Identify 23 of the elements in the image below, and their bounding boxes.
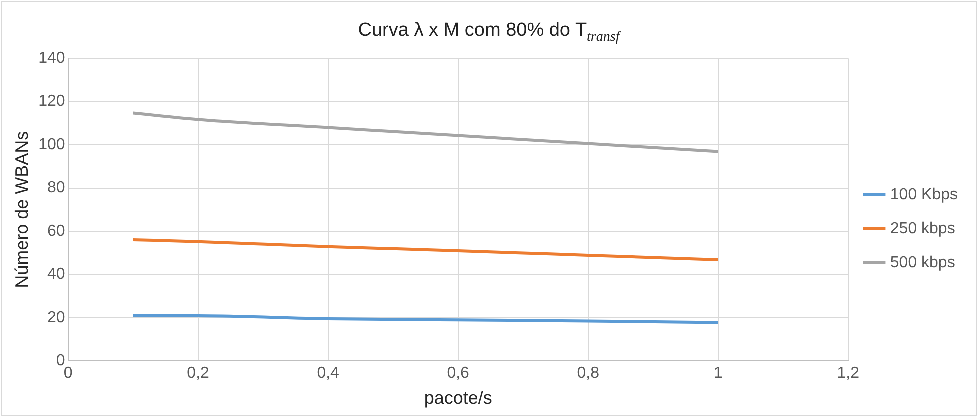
y-axis-title: Número de WBANs [12,131,32,288]
legend-label: 500 kbps [890,254,956,272]
line-series [132,112,720,154]
line-series [132,314,720,324]
y-tick-label: 40 [48,266,66,284]
y-tick-label: 60 [48,222,66,240]
x-tick-label: 1,2 [837,365,860,382]
chart-title: Curva λ x M com 80% do T$_{transf}$ [357,20,622,46]
legend-label: 250 kbps [890,220,956,238]
x-tick-label: 0,8 [577,365,600,382]
line-series [132,238,720,262]
y-tick-label: 100 [38,136,66,154]
y-tick-label: 140 [38,50,66,68]
x-axis-title: pacote/s [424,388,492,408]
x-tick-label: 0,2 [187,365,210,382]
y-tick-label: 20 [48,309,66,326]
x-tick-label: 0,4 [317,365,340,382]
y-tick-label: 0 [56,352,66,370]
x-tick-label: 0,6 [447,365,470,382]
y-tick-label: 120 [38,93,66,110]
legend-label: 100 Kbps [890,186,958,204]
x-tick-label: 1 [714,365,723,382]
y-tick-label: 80 [48,180,66,197]
